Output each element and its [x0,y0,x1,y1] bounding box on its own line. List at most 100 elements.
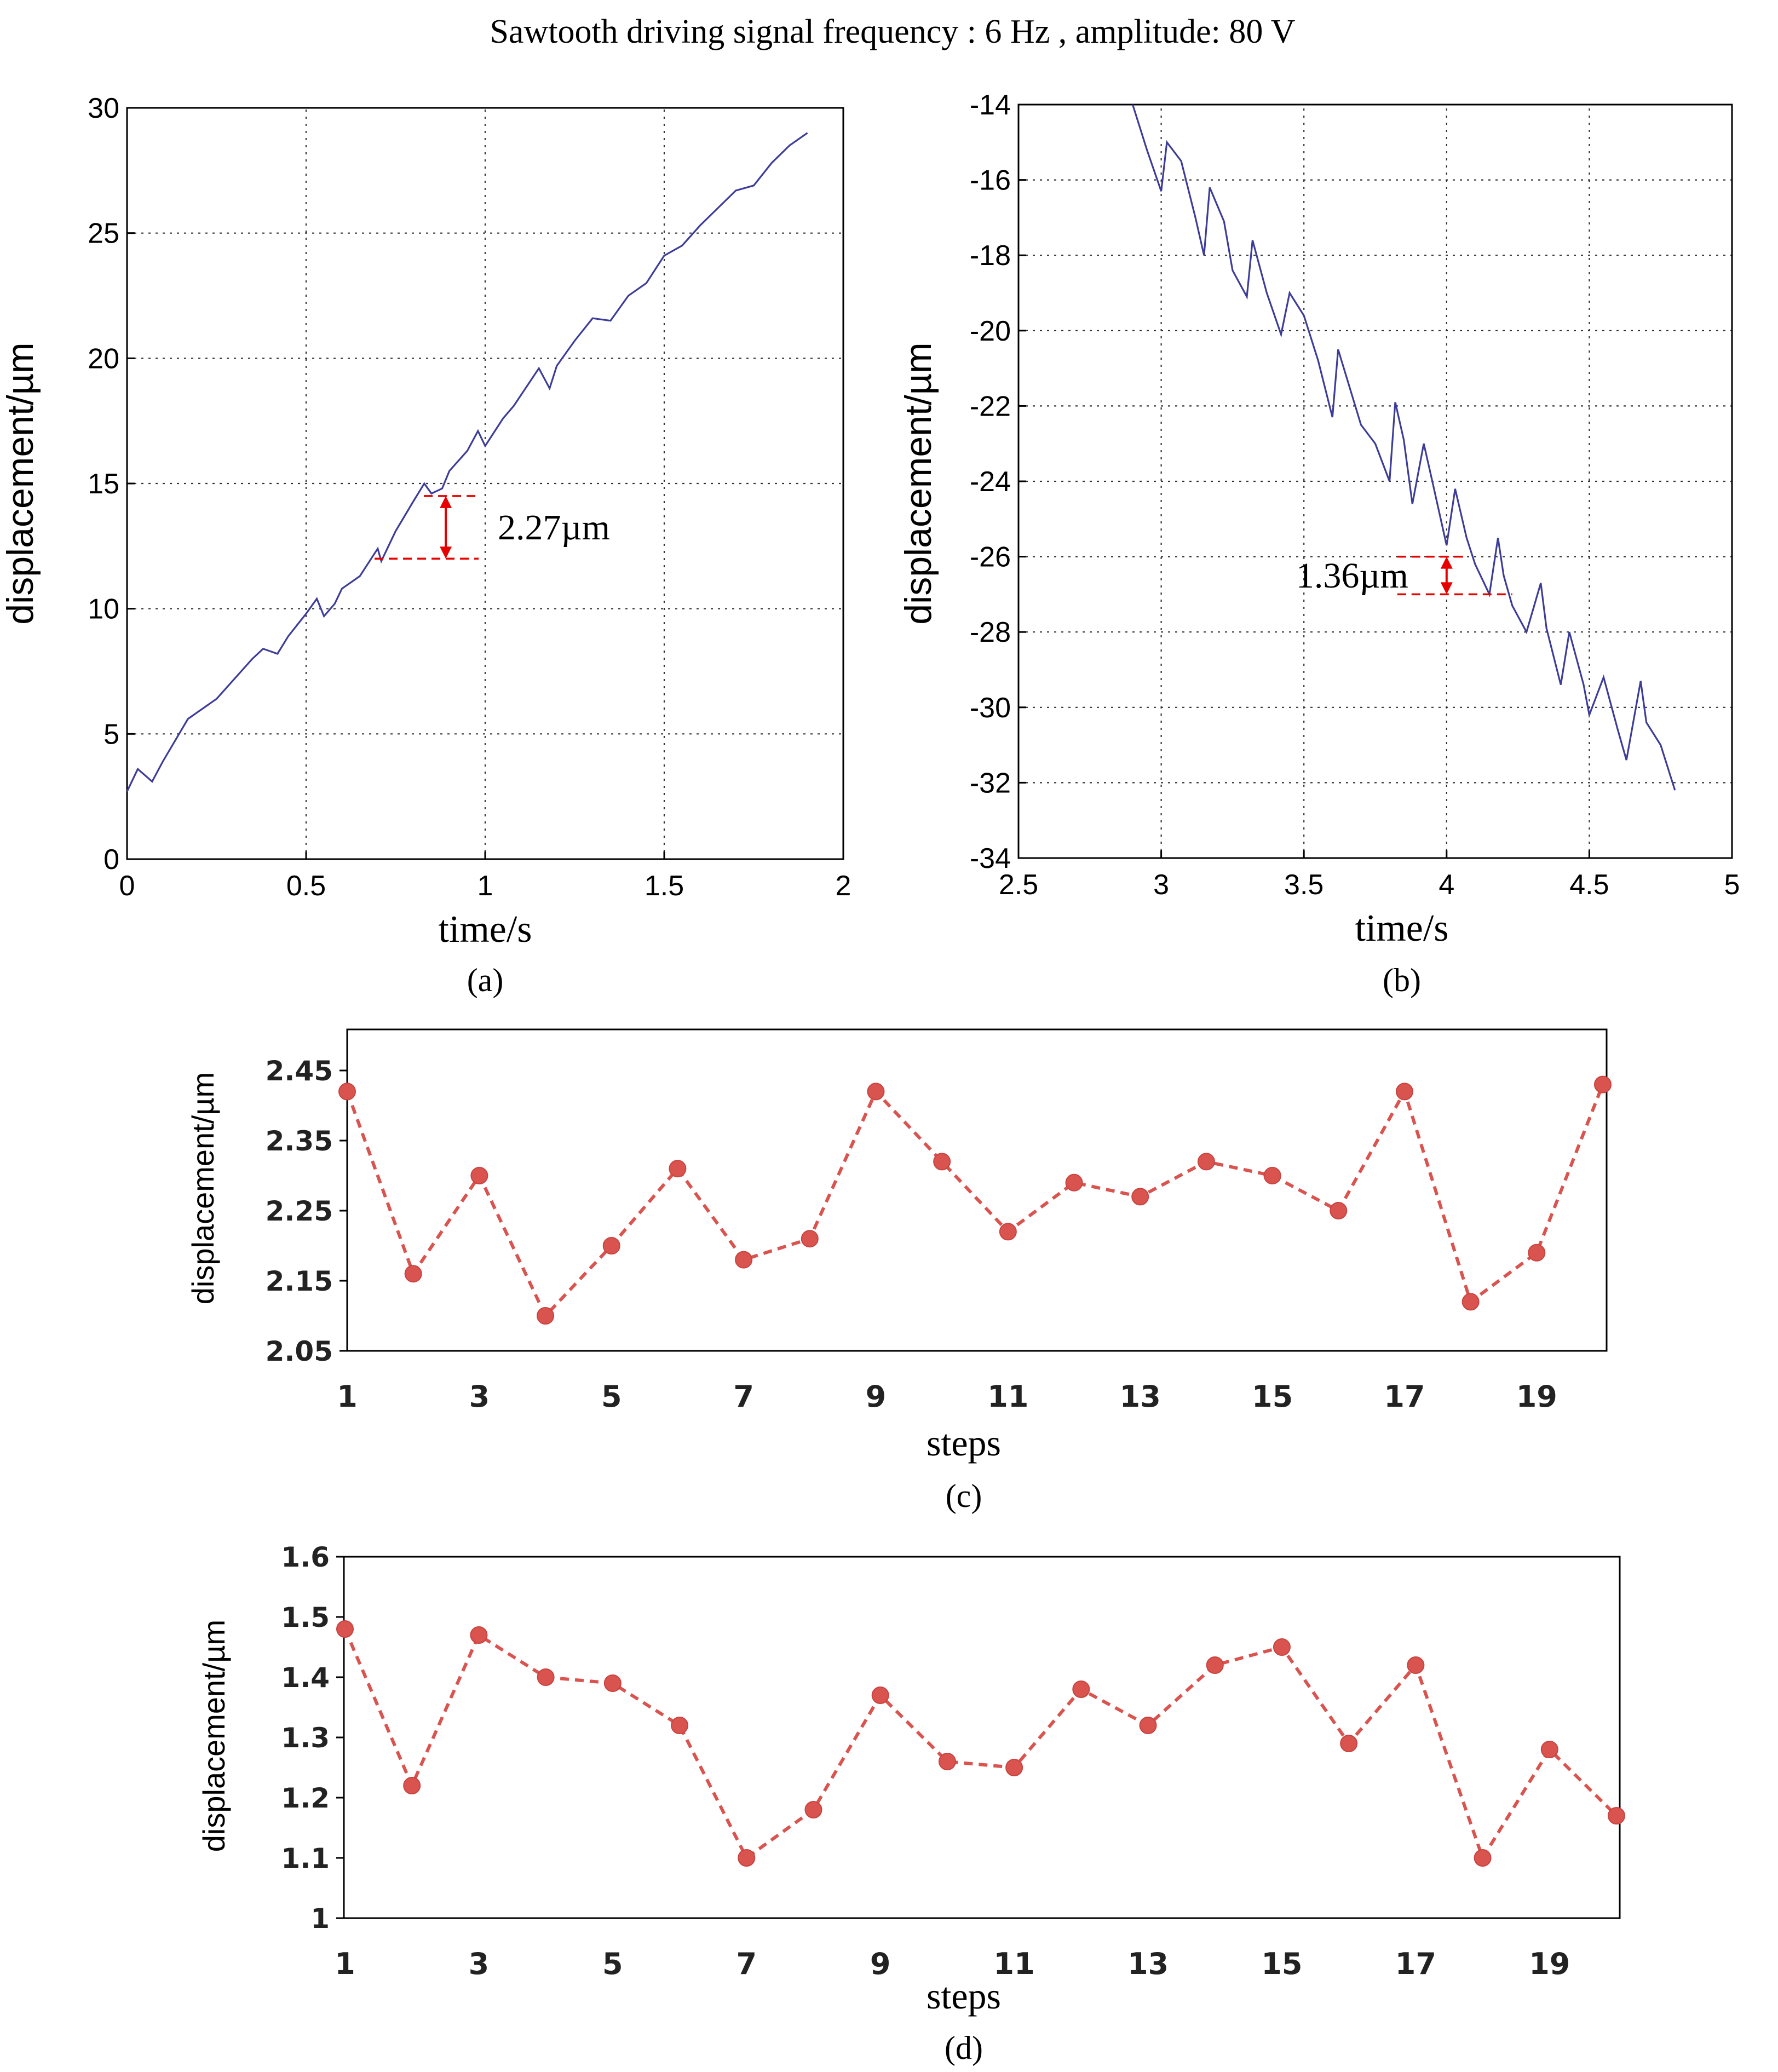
x-tick-label: 11 [987,1379,1028,1414]
x-tick-label: 4.5 [1569,869,1609,901]
y-tick-label: -20 [970,315,1011,347]
chart-panel-c: 2.052.152.252.352.451 3 5 7 9 11 13 15 17 19 disp… [186,1028,1612,1514]
grid-a [127,108,843,859]
data-point [1407,1656,1425,1674]
annotation-arrowhead-down [1440,582,1453,595]
data-point [1197,1153,1215,1171]
x-tick-label: 1 [337,1379,358,1414]
y-tick-label: 0 [103,844,119,876]
x-axis-label-b: time/s [1355,907,1448,949]
y-tick-label: -16 [970,165,1011,197]
y-tick-label: 20 [88,343,119,375]
data-point [1395,1083,1413,1101]
data-point [338,1083,356,1101]
y-axis-label-c: displacement/µm [186,1072,220,1304]
x-tick-label: 9 [870,1947,891,1981]
x-tick-label: 3 [1153,869,1169,901]
data-point [403,1777,421,1794]
x-tick-label: 15 [1261,1947,1302,1981]
caption-a: (a) [467,962,504,998]
x-tick-label: 13 [1127,1947,1169,1981]
data-point [1528,1244,1546,1262]
x-tick-label: 17 [1384,1379,1425,1414]
y-tick-label: 2.25 [266,1195,333,1227]
y-tick-label: -28 [970,617,1011,648]
data-point [1206,1656,1224,1674]
y-tick-label: -18 [970,240,1011,272]
data-point [537,1307,555,1325]
y-tick-label: -22 [970,390,1011,422]
data-point [336,1620,354,1638]
data-point [603,1674,622,1692]
data-point [470,1626,488,1644]
x-tick-label: 5 [1724,869,1740,901]
data-point [871,1687,889,1704]
x-tick-label: 7 [733,1379,754,1414]
data-point [1263,1167,1281,1184]
plot-frame-c [346,1028,1608,1352]
annotation-arrowhead-up [440,496,452,508]
data-point [1340,1735,1358,1752]
data-point [804,1801,822,1818]
x-axis-label-a: time/s [438,908,532,951]
ticks-d: 11.11.21.31.41.51.61 3 5 7 9 11 13 15 17 19 [281,1541,1570,1981]
caption-d: (d) [945,2030,983,2066]
x-tick-label: 5 [601,1379,622,1414]
x-tick-label: 1 [477,870,493,902]
data-point [1072,1680,1090,1698]
y-axis-label-d: displacement/µm [197,1620,231,1852]
y-tick-label: 2.45 [266,1055,333,1087]
ticks-b: 2.5 3 3.5 4 4.5 5 -14 -16 -18 -20 -22 -24 -26 -28 -30 -… [970,89,1740,901]
y-tick-label: -14 [970,89,1011,121]
x-tick-label: 3 [469,1379,490,1414]
data-point [938,1753,956,1770]
x-tick-label: 1.5 [645,870,684,902]
x-tick-label: 19 [1516,1379,1557,1414]
y-tick-label: -24 [970,466,1011,498]
annotation-b: 1.36µm [1296,555,1512,596]
data-point [1594,1075,1612,1093]
step-size-label-b: 1.36µm [1296,556,1408,596]
x-tick-label: 2.5 [999,869,1038,901]
y-tick-label: 1.3 [281,1722,330,1754]
y-tick-label: -34 [970,843,1011,874]
x-tick-label: 0.5 [286,870,326,902]
x-tick-label: 11 [994,1947,1035,1981]
data-point [1065,1173,1083,1192]
y-tick-label: -26 [970,542,1011,573]
y-tick-label: 2.35 [266,1125,333,1157]
data-point [537,1668,555,1686]
caption-b: (b) [1383,962,1421,998]
x-tick-label: 2 [836,870,851,902]
caption-c: (c) [946,1478,982,1514]
x-tick-label: 19 [1529,1947,1570,1981]
data-point [404,1265,422,1283]
x-tick-label: 5 [602,1947,623,1981]
chart-panel-b: 2.5 3 3.5 4 4.5 5 -14 -16 -18 -20 -22 -24 -26 -28 -30 -… [897,89,1740,998]
annotation-arrowhead-down [440,546,452,559]
x-tick-label: 15 [1252,1379,1293,1414]
x-tick-label: 9 [866,1379,887,1414]
y-tick-label: 1.4 [281,1662,330,1694]
data-point [470,1167,488,1184]
data-point [671,1717,689,1734]
data-point [738,1849,756,1867]
step-size-label-a: 2.27µm [498,508,610,548]
markers-d [336,1620,1625,1867]
y-tick-label: 2.05 [266,1336,333,1367]
x-tick-label: 13 [1120,1379,1161,1414]
x-tick-label: 4 [1438,869,1454,901]
x-tick-label: 0 [119,870,135,902]
y-tick-label: 5 [103,718,119,750]
data-point [1330,1202,1348,1219]
displacement-trace-a [126,132,808,792]
step-series-line-c [346,1084,1604,1319]
data-point [1461,1293,1480,1311]
y-tick-label: -32 [970,767,1011,799]
data-point [735,1251,753,1269]
annotation-a: 2.27µm [375,495,610,560]
data-point [1139,1717,1157,1734]
data-point [1474,1849,1492,1867]
